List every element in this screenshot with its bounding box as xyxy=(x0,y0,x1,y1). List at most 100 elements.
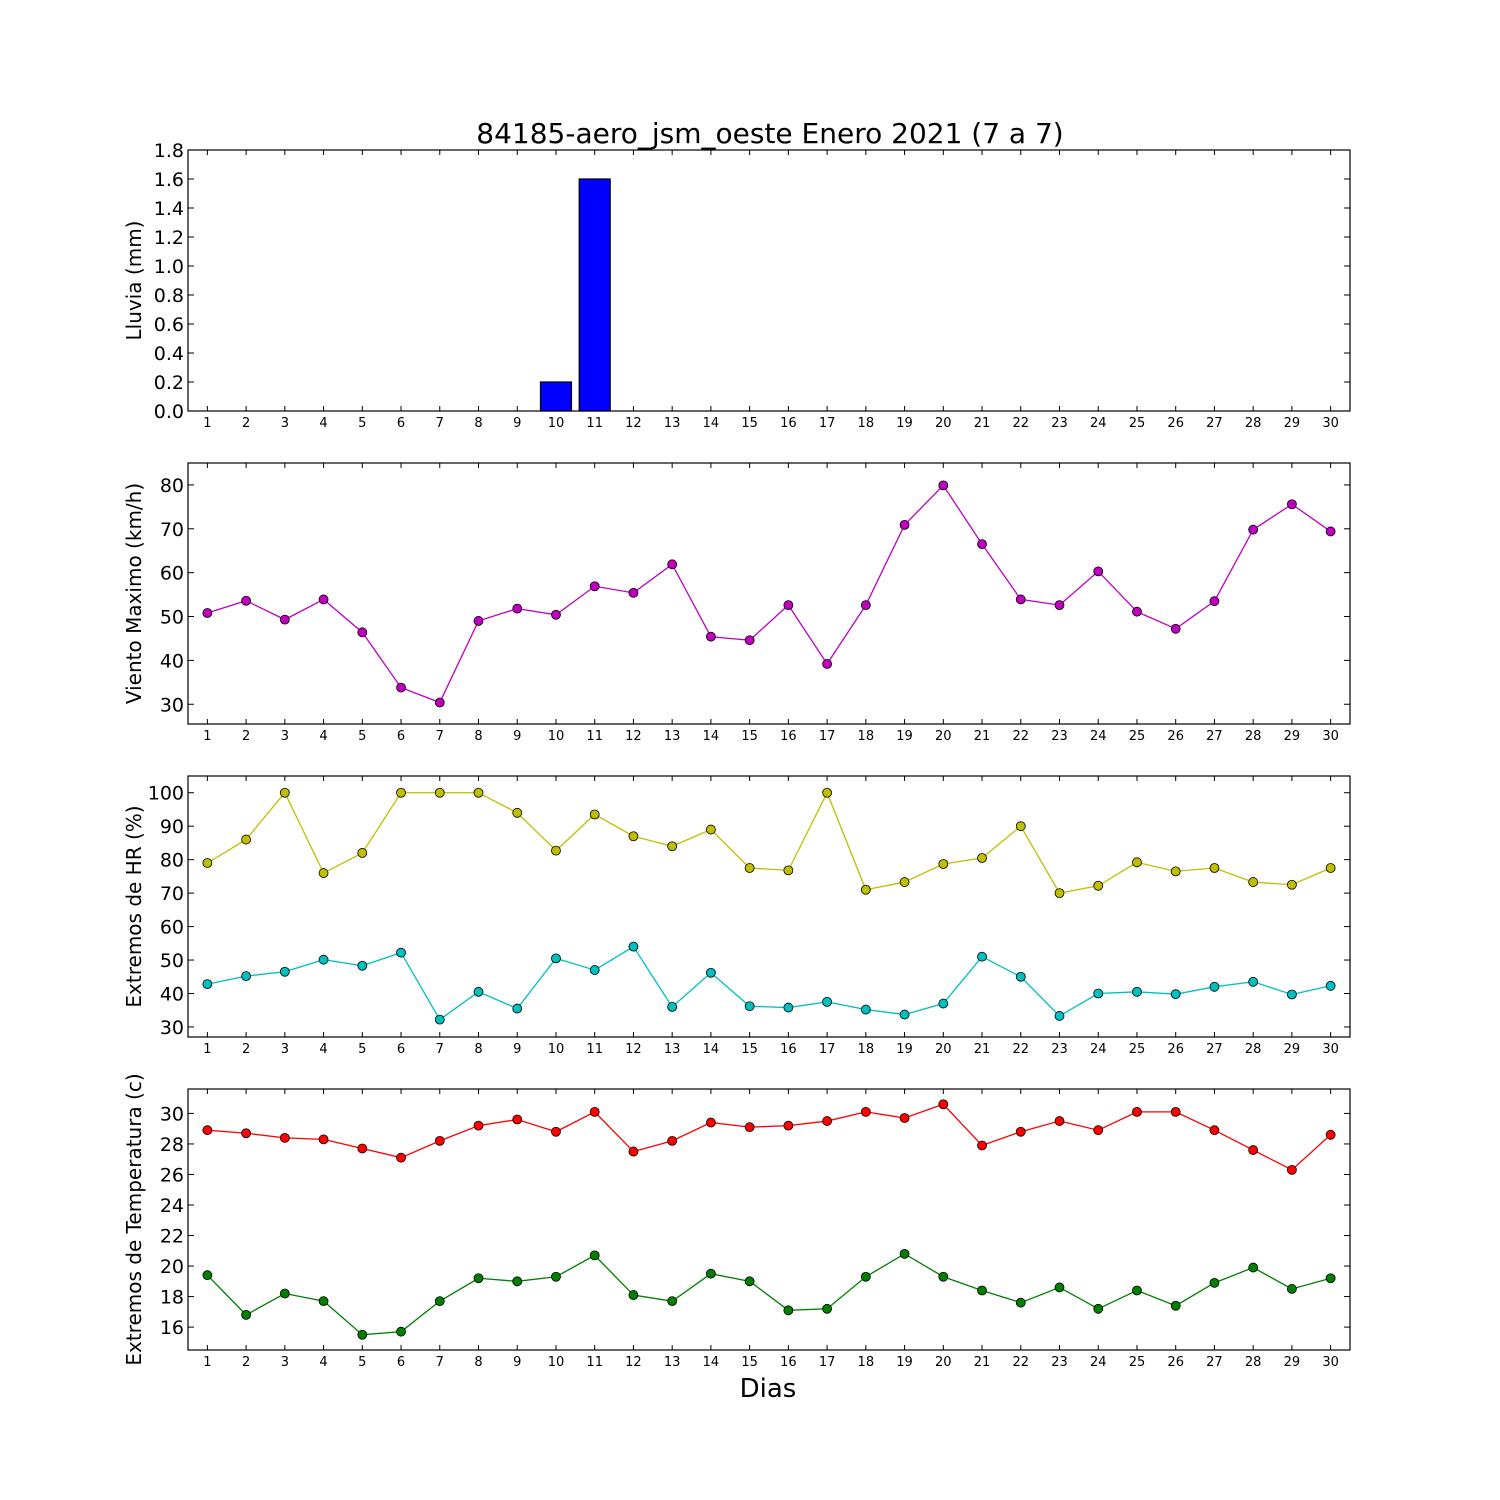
humidity-series-1-point xyxy=(1248,976,1259,987)
humidity-series-1-point xyxy=(1093,988,1104,999)
temperature-xtick-label: 6 xyxy=(397,1355,405,1370)
rain-bar xyxy=(578,178,611,412)
humidity-xtick-label: 26 xyxy=(1167,1042,1184,1057)
humidity-xtick-label: 1 xyxy=(203,1042,211,1057)
wind-series-0-point xyxy=(1209,596,1220,607)
wind-series-0-point xyxy=(1287,499,1297,510)
humidity-series-0-point xyxy=(279,787,290,798)
temperature-axes-frame xyxy=(187,1088,1351,1351)
temperature-series-0-point xyxy=(1132,1106,1142,1117)
temperature-ytick-label: 20 xyxy=(160,1256,184,1278)
wind-series-0-point xyxy=(202,608,213,618)
humidity-series-1-point xyxy=(1325,980,1336,991)
rain-y-axis-label: Lluvia (mm) xyxy=(122,221,146,341)
humidity-xtick-label: 14 xyxy=(703,1042,720,1057)
humidity-series-1-point xyxy=(628,941,639,952)
humidity-series-1-point xyxy=(589,965,600,975)
rain-xtick-label: 17 xyxy=(819,416,836,431)
temperature-series-1-point xyxy=(744,1276,755,1287)
rain-panel: 1 2 3 4 5 6 7 8 9 10 11 12 13 14 15 16 17 18 19 20 21 22 23 24 2… xyxy=(122,140,1351,431)
wind-xtick-label: 6 xyxy=(397,729,405,744)
temperature-series-0-point xyxy=(357,1143,368,1154)
wind-xtick-label: 10 xyxy=(548,729,565,744)
temperature-series-0-point xyxy=(241,1128,252,1139)
temperature-series-1-point xyxy=(551,1271,561,1282)
humidity-xtick-label: 25 xyxy=(1129,1042,1146,1057)
humidity-ytick-label: 100 xyxy=(148,783,184,805)
temperature-series-0-point xyxy=(1054,1116,1065,1126)
temperature-series-0-point xyxy=(628,1146,639,1157)
rain-xtick-label: 22 xyxy=(1012,416,1029,431)
wind-series-0-point xyxy=(241,595,252,606)
rain-xtick-label: 28 xyxy=(1245,416,1262,431)
rain-xtick-label: 14 xyxy=(703,416,720,431)
humidity-series-1-point xyxy=(512,1003,523,1014)
wind-series-0-line xyxy=(207,484,1332,704)
wind-xtick-label: 21 xyxy=(974,729,991,744)
rain-xtick-label: 26 xyxy=(1167,416,1184,431)
rain-xtick-label: 19 xyxy=(896,416,913,431)
wind-ytick-label: 80 xyxy=(160,475,184,497)
humidity-ytick-label: 90 xyxy=(160,816,184,838)
temperature-panel: 1 2 3 4 5 6 7 8 9 10 11 12 13 14 15 16 17 18 19 20 21 22 23 24 2… xyxy=(122,1073,1351,1370)
temperature-series-0-point xyxy=(783,1120,794,1131)
humidity-series-1-point xyxy=(241,971,252,981)
rain-xtick-label: 3 xyxy=(281,416,289,431)
wind-series-0-point xyxy=(977,539,987,550)
humidity-series-0-point xyxy=(860,884,871,895)
wind-series-0-point xyxy=(783,600,794,611)
rain-xtick-label: 1 xyxy=(203,416,211,431)
humidity-xtick-label: 18 xyxy=(858,1042,875,1057)
humidity-series-1-point xyxy=(279,966,290,977)
temperature-series-0-point xyxy=(1209,1125,1220,1136)
temperature-series-1-point xyxy=(667,1296,678,1307)
wind-ytick-label: 70 xyxy=(160,519,184,541)
wind-series-0-point xyxy=(1054,600,1065,611)
temperature-series-1-point xyxy=(1287,1284,1297,1294)
temperature-xtick-label: 23 xyxy=(1051,1355,1068,1370)
temperature-series-1-point xyxy=(1248,1262,1259,1273)
temperature-series-1-point xyxy=(357,1329,368,1340)
temperature-series-1-point xyxy=(1093,1303,1104,1314)
wind-ytick-label: 40 xyxy=(160,650,184,672)
humidity-xtick-label: 16 xyxy=(780,1042,797,1057)
humidity-series-1-point xyxy=(1054,1011,1065,1021)
temperature-xtick-label: 14 xyxy=(703,1355,720,1370)
humidity-ytick-label: 30 xyxy=(160,1017,184,1039)
humidity-series-0-point xyxy=(1325,863,1336,873)
temperature-ytick-label: 24 xyxy=(160,1195,184,1217)
temperature-xtick-label: 12 xyxy=(625,1355,642,1370)
rain-xtick-label: 29 xyxy=(1284,416,1301,431)
humidity-series-0-point xyxy=(241,834,252,845)
wind-series-0-point xyxy=(706,631,716,642)
humidity-series-0-point xyxy=(1287,879,1297,890)
temperature-xtick-label: 8 xyxy=(474,1355,482,1370)
humidity-series-1-point xyxy=(667,1001,678,1012)
temperature-xtick-label: 7 xyxy=(436,1355,444,1370)
temperature-xtick-label: 19 xyxy=(896,1355,913,1370)
humidity-series-0-point xyxy=(628,831,639,842)
temperature-series-1-point xyxy=(899,1248,910,1259)
temperature-series-0-point xyxy=(744,1122,755,1133)
wind-xtick-label: 1 xyxy=(203,729,211,744)
temperature-xtick-label: 27 xyxy=(1206,1355,1223,1370)
humidity-xtick-label: 15 xyxy=(741,1042,758,1057)
temperature-series-1-point xyxy=(1132,1285,1142,1296)
humidity-series-0-point xyxy=(1248,877,1259,887)
temperature-series-1-point xyxy=(822,1303,832,1314)
wind-xtick-label: 2 xyxy=(242,729,250,744)
humidity-series-1-line xyxy=(207,945,1331,1021)
humidity-series-0-point xyxy=(434,787,445,798)
humidity-series-1-point xyxy=(899,1009,910,1020)
rain-xtick-label: 23 xyxy=(1051,416,1068,431)
wind-ytick-label: 50 xyxy=(160,607,184,629)
temperature-xtick-label: 9 xyxy=(513,1355,521,1370)
rain-xtick-label: 30 xyxy=(1322,416,1339,431)
temperature-ytick-label: 28 xyxy=(160,1134,184,1156)
temperature-series-0-point xyxy=(1170,1106,1181,1117)
wind-series-0-point xyxy=(899,519,910,530)
wind-series-0-point xyxy=(938,480,949,491)
humidity-xtick-label: 10 xyxy=(548,1042,565,1057)
rain-xtick-label: 7 xyxy=(436,416,444,431)
